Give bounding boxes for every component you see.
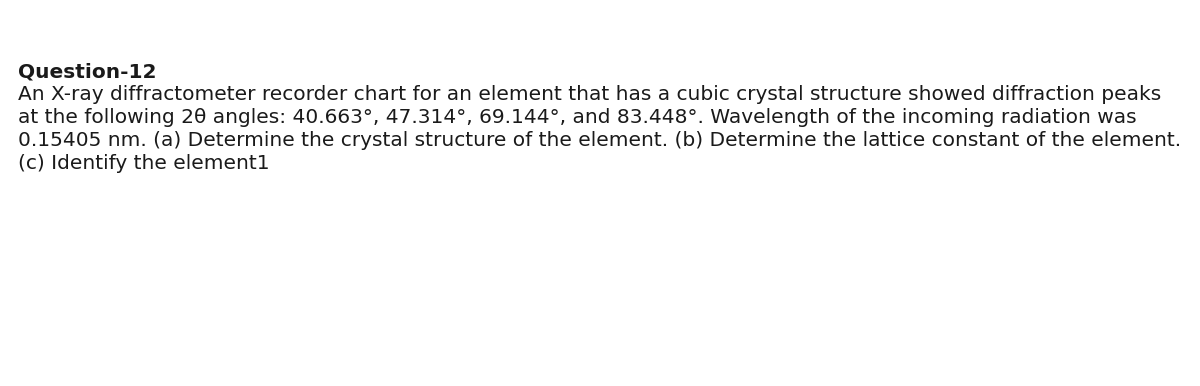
Text: at the following 2θ angles: 40.663°, 47.314°, 69.144°, and 83.448°. Wavelength o: at the following 2θ angles: 40.663°, 47.… bbox=[18, 108, 1136, 127]
Text: 0.15405 nm. (a) Determine the crystal structure of the element. (b) Determine th: 0.15405 nm. (a) Determine the crystal st… bbox=[18, 131, 1181, 150]
Text: Question-12: Question-12 bbox=[18, 62, 156, 81]
Text: An X-ray diffractometer recorder chart for an element that has a cubic crystal s: An X-ray diffractometer recorder chart f… bbox=[18, 85, 1162, 104]
Text: (c) Identify the element1: (c) Identify the element1 bbox=[18, 154, 270, 173]
